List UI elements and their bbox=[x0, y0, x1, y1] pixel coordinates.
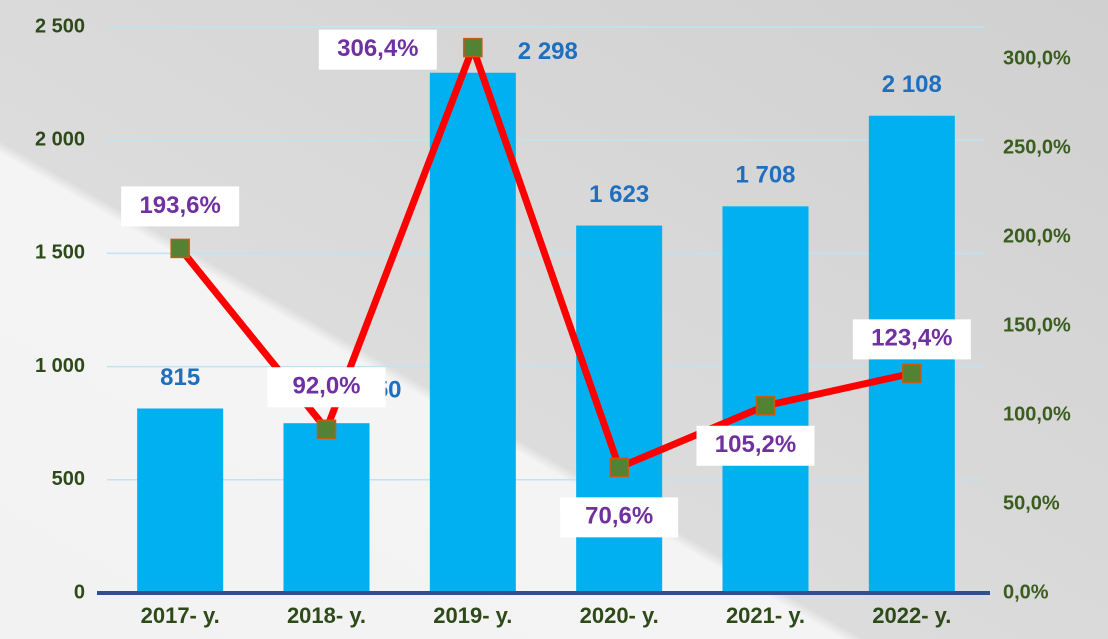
bar-value-label: 815 bbox=[160, 364, 200, 391]
label-box bbox=[267, 367, 386, 408]
y-tick-label: 2 500 bbox=[35, 15, 85, 37]
y2-tick-label: 300,0% bbox=[1003, 47, 1071, 69]
y2-tick-label: 200,0% bbox=[1003, 225, 1071, 247]
x-tick-label: 2019- y. bbox=[433, 603, 512, 628]
marker bbox=[170, 238, 190, 259]
x-tick-label: 2022- y. bbox=[872, 603, 951, 628]
bar bbox=[429, 72, 516, 594]
label-box bbox=[560, 497, 679, 538]
line-value-label: 92,0% bbox=[292, 373, 360, 400]
marker bbox=[902, 363, 922, 384]
bar bbox=[576, 225, 663, 593]
label-box bbox=[318, 29, 437, 70]
marker bbox=[463, 37, 483, 58]
bar bbox=[283, 423, 370, 593]
bar-value-label: 2 108 bbox=[882, 71, 942, 98]
y2-tick-label: 50,0% bbox=[1003, 492, 1060, 514]
x-tick-label: 2020- y. bbox=[580, 603, 659, 628]
y-tick-label: 2 000 bbox=[35, 128, 85, 150]
line-value-label: 306,4% bbox=[337, 35, 418, 62]
bar-value-label: 1 708 bbox=[735, 162, 795, 189]
marker bbox=[755, 396, 776, 416]
line-value-label: 193,6% bbox=[139, 192, 220, 219]
bar-value-label: 2 298 bbox=[518, 38, 578, 65]
y2-tick-label: 100,0% bbox=[1003, 403, 1071, 425]
line-value-label: 123,4% bbox=[871, 325, 952, 352]
y2-tick-label: 150,0% bbox=[1003, 314, 1071, 336]
marker bbox=[609, 457, 629, 478]
x-tick-label: 2018- y. bbox=[287, 603, 366, 628]
y2-tick-label: 0,0% bbox=[1003, 581, 1049, 603]
line-value-label: 70,6% bbox=[585, 503, 653, 530]
marker bbox=[316, 419, 337, 440]
y2-tick-label: 250,0% bbox=[1003, 136, 1071, 158]
y-tick-label: 1 000 bbox=[35, 355, 85, 377]
label-box bbox=[696, 425, 815, 466]
line-value-label: 105,2% bbox=[715, 431, 796, 458]
bar bbox=[137, 408, 224, 593]
y-tick-label: 500 bbox=[52, 468, 85, 490]
label-box bbox=[121, 186, 240, 227]
label-box bbox=[852, 319, 971, 360]
y-tick-label: 1 500 bbox=[35, 242, 85, 264]
x-tick-label: 2021- y. bbox=[726, 603, 805, 628]
x-tick-label: 2017- y. bbox=[141, 603, 220, 628]
y-tick-label: 0 bbox=[74, 581, 85, 603]
bar-value-label: 1 623 bbox=[589, 181, 649, 208]
